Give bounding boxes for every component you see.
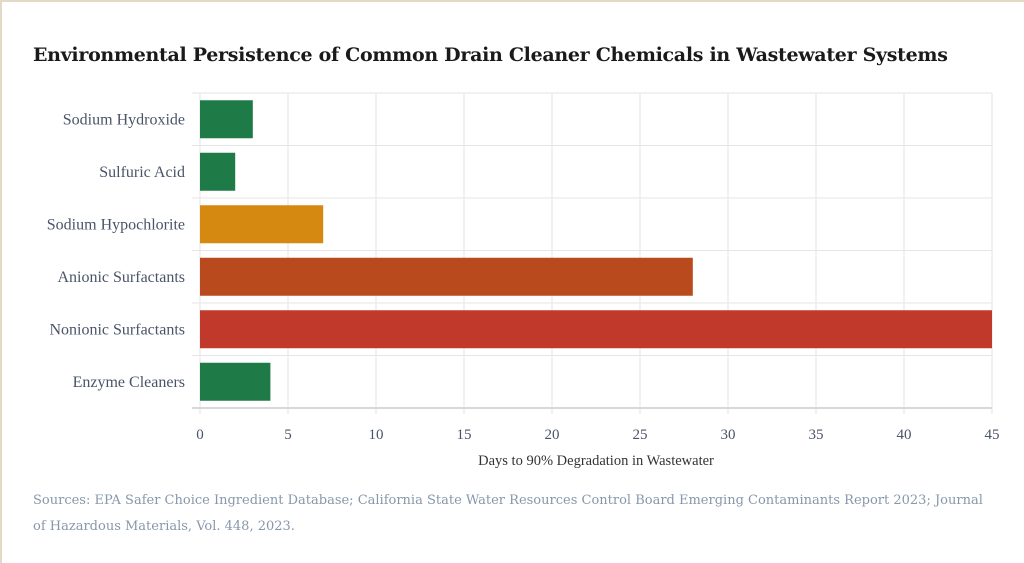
chart-title: Environmental Persistence of Common Drai… xyxy=(33,44,948,66)
bar xyxy=(200,362,271,401)
y-tick-label: Nonionic Surfactants xyxy=(49,321,185,338)
bar xyxy=(200,257,693,296)
x-tick-label: 15 xyxy=(457,427,472,443)
x-tick-label: 20 xyxy=(545,427,560,443)
x-tick-label: 45 xyxy=(985,427,1000,443)
y-tick-label: Sodium Hypochlorite xyxy=(47,216,185,233)
y-tick-label: Enzyme Cleaners xyxy=(73,374,185,391)
bar xyxy=(200,100,253,139)
y-tick-label: Sodium Hydroxide xyxy=(63,111,185,128)
x-tick-label: 25 xyxy=(633,427,648,443)
x-tick-label: 40 xyxy=(897,427,912,443)
bar xyxy=(200,152,236,191)
x-tick-label: 0 xyxy=(196,427,204,443)
bar xyxy=(200,310,992,349)
source-note: Sources: EPA Safer Choice Ingredient Dat… xyxy=(33,493,983,534)
y-tick-label: Anionic Surfactants xyxy=(57,269,185,286)
x-tick-label: 10 xyxy=(369,427,384,443)
y-tick-label: Sulfuric Acid xyxy=(99,164,185,181)
x-axis-label: Days to 90% Degradation in Wastewater xyxy=(478,453,714,469)
x-tick-label: 30 xyxy=(721,427,736,443)
bar xyxy=(200,205,324,244)
x-tick-label: 35 xyxy=(809,427,824,443)
x-tick-label: 5 xyxy=(284,427,292,443)
